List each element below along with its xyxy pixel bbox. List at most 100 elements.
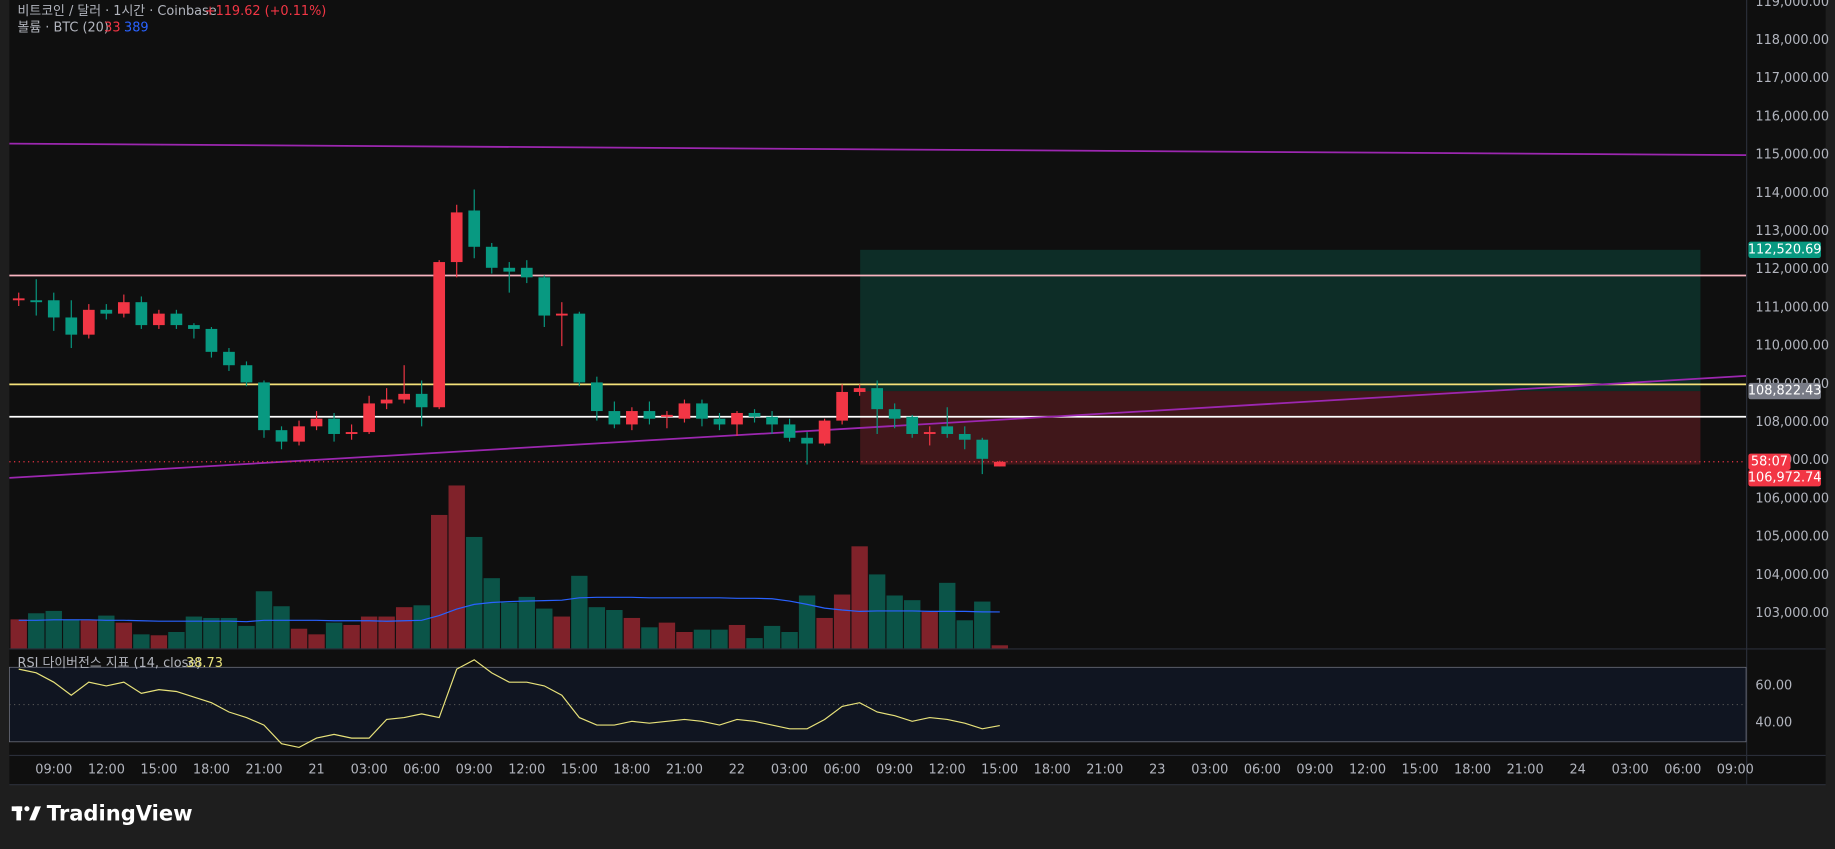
candle-body [696, 403, 708, 419]
entry-price-tag-bg [1748, 382, 1821, 400]
candle-body [398, 393, 410, 400]
volume-bar [395, 607, 413, 649]
volume-bar [413, 605, 430, 649]
volume-bar [904, 600, 921, 649]
volume-bar [693, 629, 711, 649]
candle-body [275, 430, 288, 442]
rsi-tick-label: 40.00 [1755, 716, 1792, 731]
x-tick-label: 06:00 [403, 763, 440, 778]
x-tick-label: 09:00 [456, 763, 493, 778]
volume-bar [974, 601, 991, 649]
candle-body [65, 317, 78, 335]
rsi-title: RSI 다이버전스 지표 (14, close) [18, 656, 202, 671]
candle-body [871, 388, 884, 410]
current-price-tag: 106,972.74 [1748, 471, 1822, 486]
logo-mark [16, 806, 22, 821]
candle-body [783, 424, 796, 438]
volume-bar [360, 616, 378, 649]
volume-bar [658, 622, 676, 649]
x-tick-label: 12:00 [508, 763, 545, 778]
x-tick-label: 03:00 [351, 763, 388, 778]
candle-body [923, 432, 936, 434]
volume-bar [150, 635, 168, 649]
y-tick-label: 110,000.00 [1755, 339, 1829, 354]
logo-mark [24, 806, 30, 812]
symbol-title: 비트코인 / 달러 · 1시간 · Coinbase [18, 4, 217, 19]
candle-body [958, 433, 971, 440]
candle-body [608, 411, 621, 425]
volume-bar [28, 613, 45, 649]
volume-bar [273, 606, 290, 649]
volume-bar [763, 625, 781, 649]
countdown: 58:07 [1751, 454, 1788, 469]
y-tick-label: 111,000.00 [1755, 300, 1829, 315]
x-tick-label: 09:00 [1296, 763, 1333, 778]
candle-body [135, 302, 148, 326]
volume-bar [466, 536, 483, 649]
candle-body [415, 393, 428, 408]
volume-bar [343, 624, 360, 649]
y-tick-label: 116,000.00 [1755, 109, 1829, 124]
volume-bar [115, 622, 133, 649]
candle-body [205, 328, 218, 352]
volume-bar [45, 610, 62, 649]
y-tick-label: 113,000.00 [1755, 224, 1829, 239]
candle-body [363, 403, 375, 433]
volume-bar [816, 617, 833, 649]
rsi-line [18, 659, 1000, 749]
plot: 103,000.00 104,000.00 105,000.00 106,000.00… [9, 0, 1829, 778]
candle-body [888, 409, 901, 419]
candle-body [836, 391, 848, 421]
y-tick-label: 108,000.00 [1755, 415, 1829, 430]
y-tick-label: 103,000.00 [1755, 606, 1829, 621]
candle-body [538, 277, 551, 316]
x-tick-label: 06:00 [1244, 763, 1281, 778]
x-tick-label: 21:00 [1086, 763, 1123, 778]
volume-bar [991, 645, 1008, 649]
volume-bar [623, 617, 641, 649]
volume-bar [80, 620, 97, 649]
x-tick-label: 06:00 [1664, 763, 1701, 778]
y-tick-label: 117,000.00 [1755, 71, 1829, 86]
candle-body [555, 313, 568, 316]
y-tick-label: 114,000.00 [1755, 186, 1829, 201]
candle-body [485, 246, 498, 268]
volume-bar [746, 638, 763, 649]
volume-bar [851, 546, 868, 649]
candle-body [906, 416, 919, 434]
volume-bar [448, 485, 465, 649]
x-tick-label: 18:00 [1454, 763, 1491, 778]
candle-body [345, 432, 358, 434]
volume-ma-last: 389 [124, 21, 149, 36]
volume-bar [676, 631, 693, 649]
volume-bar [606, 609, 623, 649]
x-tick-label: 21:00 [666, 763, 703, 778]
candle-body [853, 388, 866, 392]
x-tick-label: 09:00 [1717, 763, 1754, 778]
rsi-last: 38.73 [186, 656, 223, 671]
volume-bar [378, 616, 395, 649]
volume-bar [501, 602, 518, 649]
x-tick-label: 12:00 [1349, 763, 1386, 778]
candle-body [223, 351, 235, 366]
candle-body [240, 365, 253, 383]
candle-body [591, 382, 603, 412]
candle-body [30, 300, 43, 303]
candle-body [117, 302, 130, 314]
candle-body [310, 418, 323, 427]
x-tick-label: 09:00 [35, 763, 72, 778]
candle-body [380, 399, 393, 404]
candle-body [433, 262, 446, 408]
volume-bar [588, 607, 606, 649]
price-change: +119.62 (+0.11%) [205, 4, 327, 19]
candle-body [520, 267, 533, 278]
candle-body [661, 414, 673, 417]
brand: TradingView [47, 801, 193, 826]
x-tick-label: 12:00 [929, 763, 966, 778]
x-tick-label: 15:00 [561, 763, 598, 778]
volume-bar [956, 620, 973, 649]
candle-body [82, 309, 95, 335]
candle-body [153, 313, 165, 326]
volume-bar [939, 582, 956, 649]
